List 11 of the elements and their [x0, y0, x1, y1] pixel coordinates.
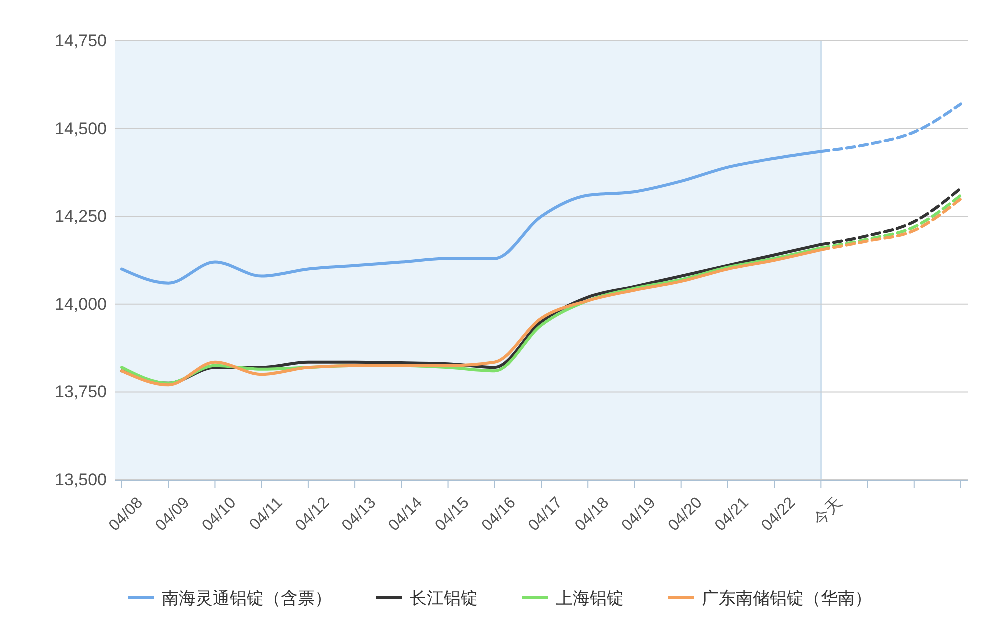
y-tick-label: 14,250	[55, 207, 107, 226]
y-tick-label: 14,750	[55, 31, 107, 50]
legend-label: 长江铝锭	[410, 589, 478, 609]
y-tick-label: 13,500	[55, 470, 107, 490]
y-tick-label: 13,750	[55, 382, 107, 402]
y-tick-label: 14,000	[55, 294, 107, 314]
legend-label: 广东南储铝锭（华南）	[702, 589, 872, 609]
x-tick-label: 今天	[811, 494, 846, 530]
legend-label: 南海灵通铝锭（含票）	[162, 589, 332, 609]
legend-label: 上海铝锭	[556, 589, 624, 609]
y-tick-label: 14,500	[55, 119, 107, 138]
